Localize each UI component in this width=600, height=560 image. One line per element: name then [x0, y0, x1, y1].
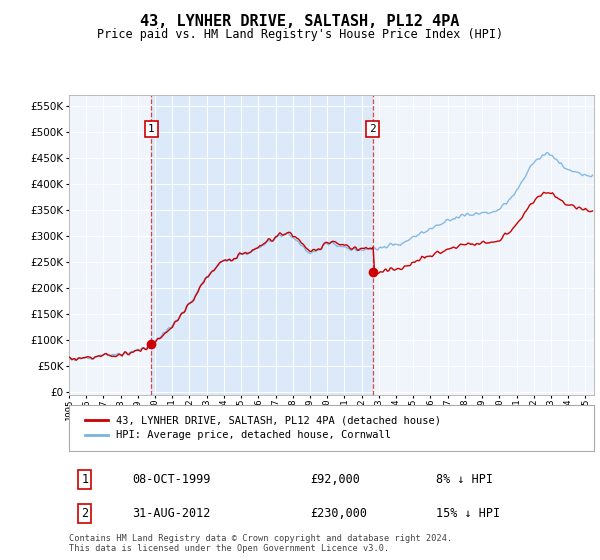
Text: 08-OCT-1999: 08-OCT-1999 [132, 473, 211, 486]
Text: 31-AUG-2012: 31-AUG-2012 [132, 507, 211, 520]
Text: 15% ↓ HPI: 15% ↓ HPI [437, 507, 500, 520]
Bar [151, 95, 373, 395]
Legend: 43, LYNHER DRIVE, SALTASH, PL12 4PA (detached house), HPI: Average price, detach: 43, LYNHER DRIVE, SALTASH, PL12 4PA (det… [79, 410, 446, 446]
Text: 43, LYNHER DRIVE, SALTASH, PL12 4PA: 43, LYNHER DRIVE, SALTASH, PL12 4PA [140, 14, 460, 29]
Text: 2: 2 [81, 507, 88, 520]
Text: 1: 1 [148, 124, 154, 134]
Text: 2: 2 [370, 124, 376, 134]
Text: Contains HM Land Registry data © Crown copyright and database right 2024.
This d: Contains HM Land Registry data © Crown c… [69, 534, 452, 553]
Text: 8% ↓ HPI: 8% ↓ HPI [437, 473, 493, 486]
Text: £230,000: £230,000 [311, 507, 367, 520]
Text: Price paid vs. HM Land Registry's House Price Index (HPI): Price paid vs. HM Land Registry's House … [97, 28, 503, 41]
Text: 1: 1 [81, 473, 88, 486]
Text: £92,000: £92,000 [311, 473, 361, 486]
